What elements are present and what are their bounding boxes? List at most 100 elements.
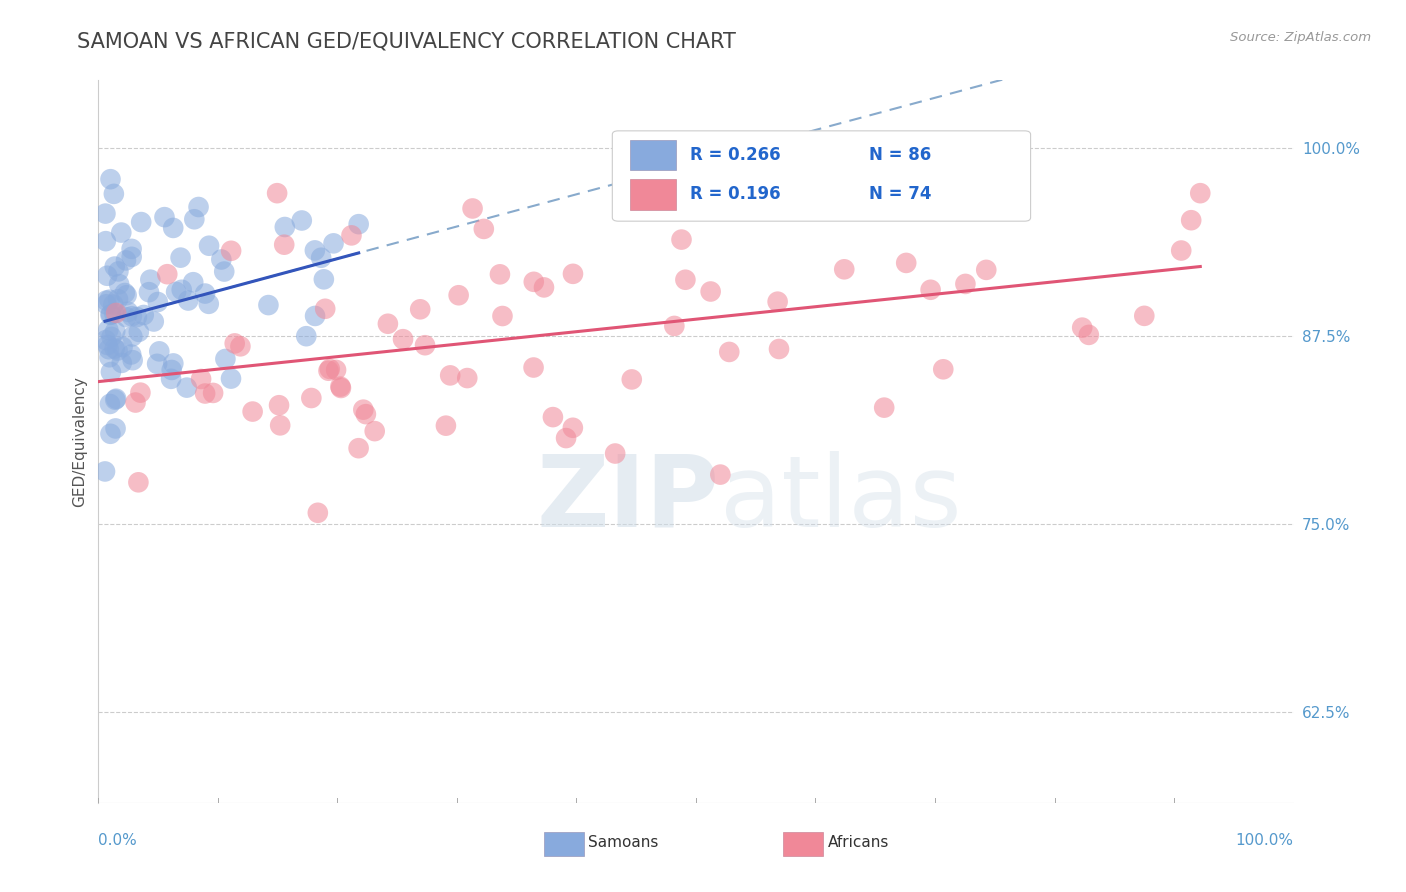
Point — [605, 446, 627, 460]
Point — [1170, 244, 1192, 258]
Text: 0.0%: 0.0% — [98, 833, 138, 848]
Point — [347, 441, 370, 455]
Point — [190, 372, 212, 386]
Point — [319, 362, 342, 376]
Point — [111, 356, 134, 370]
Point — [108, 277, 131, 292]
Point — [181, 275, 204, 289]
Bar — [783, 832, 823, 855]
Point — [706, 198, 728, 212]
Point — [1189, 186, 1212, 201]
Point — [115, 310, 138, 325]
Text: Africans: Africans — [827, 835, 889, 850]
Point — [562, 267, 585, 281]
Text: N = 74: N = 74 — [869, 186, 932, 203]
Point — [183, 212, 205, 227]
Point — [269, 418, 291, 433]
Point — [129, 215, 152, 229]
Point — [94, 206, 117, 220]
Point — [104, 260, 127, 274]
Point — [309, 251, 332, 265]
Point — [1077, 327, 1099, 342]
Point — [267, 398, 290, 412]
Bar — [630, 139, 676, 169]
Point — [541, 410, 564, 425]
Point — [156, 267, 179, 281]
Point — [97, 323, 120, 337]
Point — [768, 342, 790, 356]
Point — [291, 213, 314, 227]
Point — [132, 308, 155, 322]
Point — [96, 297, 118, 311]
Point — [104, 421, 127, 435]
Point — [434, 418, 457, 433]
Point — [194, 386, 217, 401]
Point — [162, 356, 184, 370]
Point — [98, 397, 121, 411]
Point — [1180, 213, 1202, 227]
Point — [257, 298, 280, 312]
Point — [555, 431, 578, 445]
Point — [129, 385, 152, 400]
Y-axis label: GED/Equivalency: GED/Equivalency — [72, 376, 87, 507]
Point — [96, 268, 118, 283]
Point — [104, 392, 127, 407]
Point — [209, 252, 232, 267]
Point — [170, 283, 193, 297]
Point — [148, 344, 170, 359]
Point — [456, 371, 478, 385]
Point — [146, 295, 169, 310]
Text: R = 0.196: R = 0.196 — [690, 186, 780, 203]
Point — [94, 465, 117, 479]
Point — [121, 309, 143, 323]
Point — [110, 226, 132, 240]
Point — [242, 404, 264, 418]
Point — [142, 314, 165, 328]
Point — [224, 336, 246, 351]
Point — [107, 264, 129, 278]
Point — [177, 293, 200, 308]
Point — [364, 424, 387, 438]
Point — [100, 308, 122, 322]
Point — [117, 305, 139, 319]
FancyBboxPatch shape — [613, 131, 1031, 221]
Point — [377, 317, 399, 331]
Point — [194, 286, 217, 301]
Point — [322, 236, 344, 251]
Point — [461, 202, 484, 216]
Point — [153, 210, 176, 224]
Point — [198, 238, 221, 252]
Text: Source: ZipAtlas.com: Source: ZipAtlas.com — [1230, 31, 1371, 45]
Point — [98, 293, 121, 307]
Point — [114, 285, 136, 300]
Point — [304, 244, 326, 258]
Point — [146, 357, 169, 371]
Point — [121, 242, 143, 256]
Point — [202, 385, 225, 400]
Point — [214, 351, 236, 366]
Point — [955, 277, 977, 291]
Point — [104, 324, 127, 338]
Point — [354, 407, 377, 421]
Point — [832, 262, 855, 277]
Point — [100, 426, 122, 441]
Point — [1133, 309, 1156, 323]
Point — [100, 330, 122, 344]
Point — [347, 217, 370, 231]
Point — [307, 506, 329, 520]
Text: Samoans: Samoans — [589, 835, 659, 850]
Point — [766, 294, 789, 309]
Point — [197, 297, 219, 311]
Point — [318, 364, 340, 378]
Point — [447, 288, 470, 302]
Point — [945, 186, 967, 201]
Point — [325, 363, 347, 377]
Point — [124, 395, 146, 409]
Point — [974, 263, 997, 277]
Point — [266, 186, 288, 201]
Point — [138, 285, 160, 300]
Point — [100, 365, 122, 379]
Point — [115, 288, 138, 302]
Point — [673, 273, 696, 287]
Point — [439, 368, 461, 383]
